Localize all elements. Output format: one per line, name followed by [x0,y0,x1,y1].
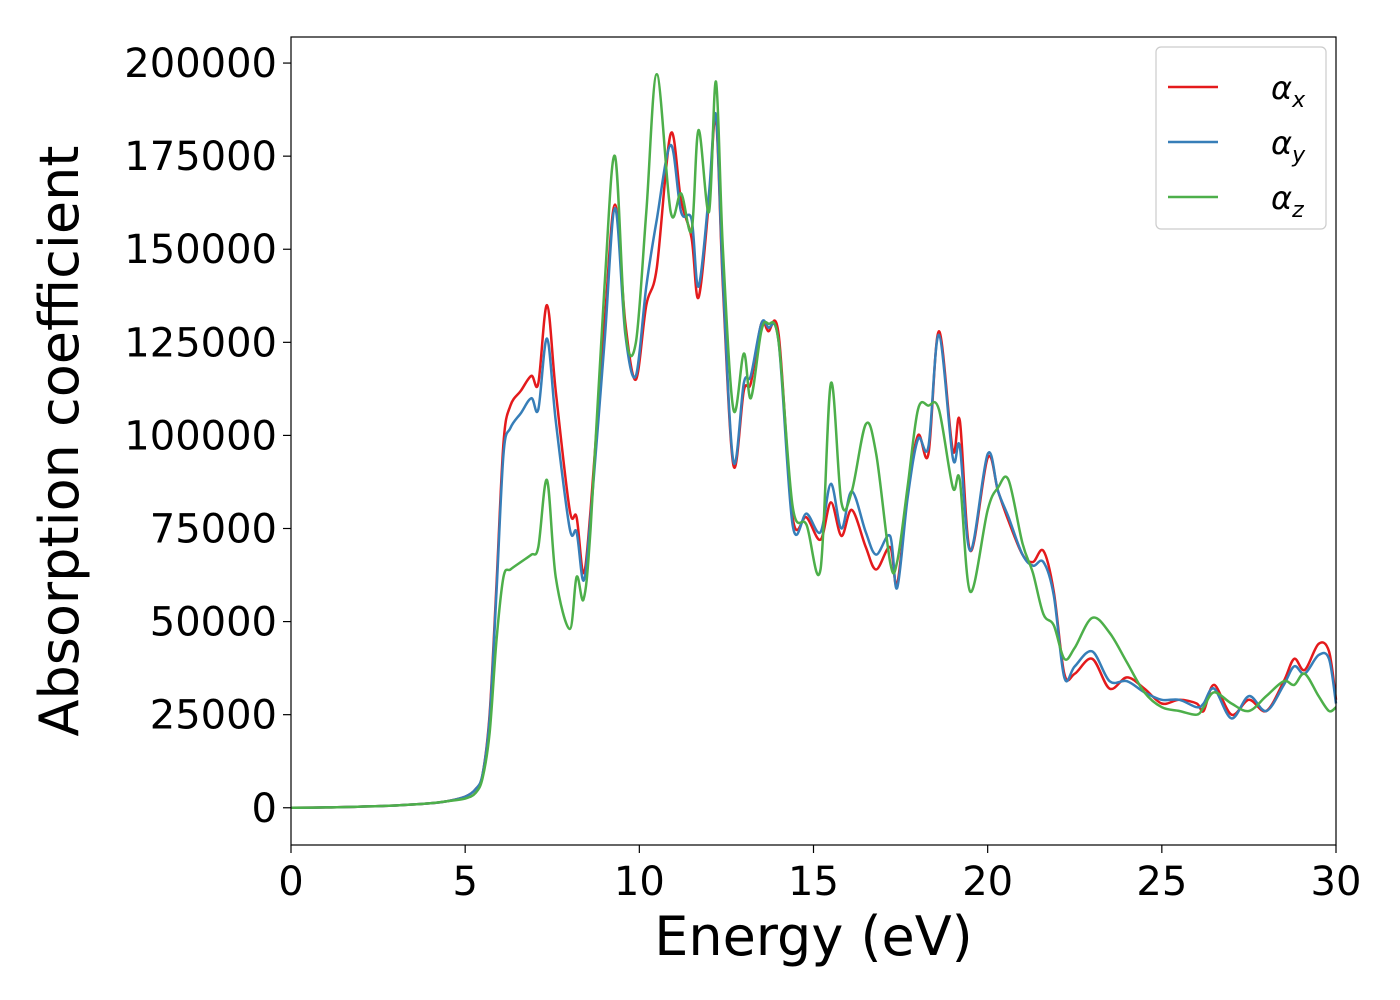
x-tick-label: 30 [1311,859,1362,905]
y-axis-title: Absorption coefficient [28,146,91,737]
series-line-alpha_z [290,72,1337,810]
x-tick-label: 25 [1136,859,1187,905]
y-tick-label: 100000 [124,413,277,459]
x-tick-label: 0 [278,859,303,905]
y-tick-label: 175000 [124,134,277,180]
x-tick-label: 10 [614,859,665,905]
x-tick-label: 20 [962,859,1013,905]
x-axis-title: Energy (eV) [654,905,973,968]
y-axis-ticks: 0 25000 50000 75000 100000 125000 150000 175000… [124,41,291,832]
legend-label-alpha_y: αy [1271,124,1306,168]
legend-label-alpha_z: αz [1271,179,1304,223]
series-layer [290,72,1338,810]
y-tick-label: 200000 [124,41,277,87]
legend-label-alpha_x: αx [1271,69,1306,113]
x-axis-ticks: 0 5 10 15 20 25 30 [278,845,1361,905]
y-tick-label: 0 [252,786,277,832]
y-tick-label: 150000 [124,227,277,273]
y-tick-label: 75000 [150,507,277,553]
x-tick-label: 15 [788,859,839,905]
y-tick-label: 50000 [150,600,277,646]
y-tick-label: 25000 [150,693,277,739]
x-tick-label: 5 [452,859,477,905]
legend-box [1155,46,1327,230]
legend: αx αy αz [1155,46,1327,230]
y-tick-label: 125000 [124,320,277,366]
